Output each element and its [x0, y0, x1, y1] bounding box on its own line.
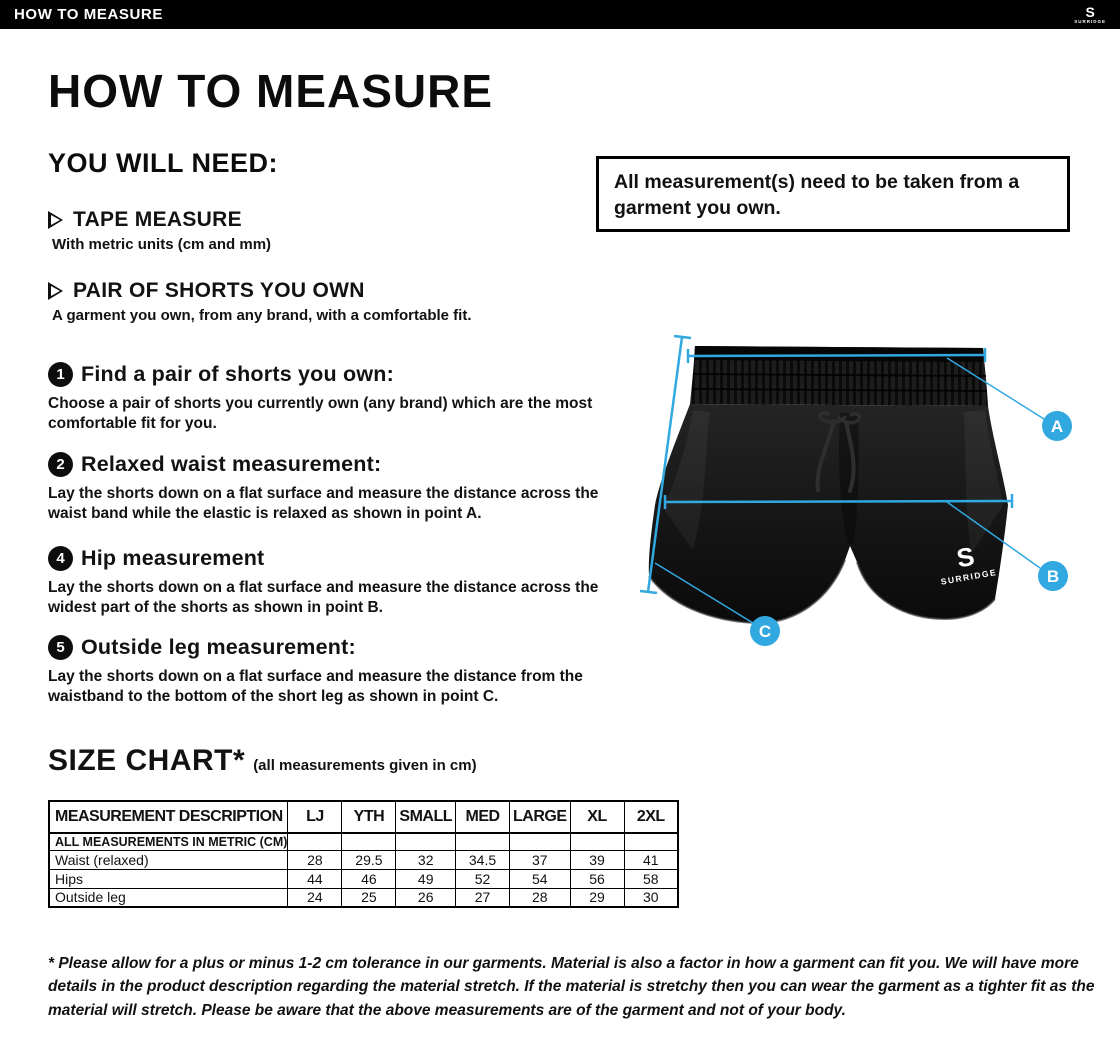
row-label: Hips — [48, 868, 289, 889]
need-desc: With metric units (cm and mm) — [52, 236, 272, 253]
cell: 44 — [287, 868, 343, 889]
step-5: 5 Outside leg measurement: Lay the short… — [48, 635, 648, 707]
step-number-badge: 4 — [48, 546, 73, 571]
step-title: Find a pair of shorts you own: — [81, 362, 394, 386]
need-item-shorts: PAIR OF SHORTS YOU OWN A garment you own… — [48, 279, 471, 324]
step-description: Lay the shorts down on a flat surface an… — [48, 485, 599, 522]
svg-text:A: A — [1051, 417, 1063, 436]
cell: 49 — [395, 868, 457, 889]
cell: 54 — [509, 868, 571, 889]
cell: 27 — [455, 887, 511, 908]
cell: 26 — [395, 887, 457, 908]
column-header: SMALL — [395, 800, 457, 834]
surridge-logo-mark: S — [1085, 3, 1095, 20]
table-row-outside-leg: Outside leg 24 25 26 27 28 29 30 — [48, 887, 679, 908]
step-title: Hip measurement — [81, 546, 265, 570]
tolerance-footnote: * Please allow for a plus or minus 1-2 c… — [48, 955, 1095, 1019]
size-chart-header-row: MEASUREMENT DESCRIPTION LJ YTH SMALL MED… — [48, 800, 679, 834]
need-desc: A garment you own, from any brand, with … — [52, 307, 472, 324]
cell: 25 — [341, 887, 397, 908]
cell: 41 — [623, 849, 679, 870]
column-header: 2XL — [623, 800, 679, 834]
measurement-lines — [639, 334, 1045, 624]
cell: 28 — [287, 849, 343, 870]
cell: 24 — [287, 887, 343, 908]
step-description: Choose a pair of shorts you currently ow… — [48, 395, 593, 432]
top-bar: HOW TO MEASURE S SURRIDGE — [0, 0, 1120, 29]
column-header: XL — [569, 800, 625, 834]
need-title: PAIR OF SHORTS YOU OWN — [73, 279, 365, 302]
svg-text:S: S — [954, 541, 976, 574]
you-will-need-heading: YOU WILL NEED: — [48, 148, 279, 178]
step-description: Lay the shorts down on a flat surface an… — [48, 579, 599, 616]
need-item-tape-measure: TAPE MEASURE With metric units (cm and m… — [48, 208, 271, 253]
cell: 52 — [455, 868, 511, 889]
table-row-hips: Hips 44 46 49 52 54 56 58 — [48, 868, 679, 889]
play-triangle-icon — [48, 211, 63, 229]
cell: 32 — [395, 849, 457, 870]
size-chart-title: SIZE CHART* — [48, 744, 246, 777]
marker-c: C — [750, 616, 780, 646]
step-number-badge: 1 — [48, 362, 73, 387]
step-1: 1 Find a pair of shorts you own: Choose … — [48, 362, 648, 434]
size-chart-table: MEASUREMENT DESCRIPTION LJ YTH SMALL MED… — [48, 800, 680, 908]
page-title: HOW TO MEASURE — [48, 65, 494, 117]
step-4: 4 Hip measurement Lay the shorts down on… — [48, 546, 648, 618]
measurement-note-text: All measurement(s) need to be taken from… — [614, 171, 1020, 220]
step-description: Lay the shorts down on a flat surface an… — [48, 668, 583, 705]
cell: 34.5 — [455, 849, 511, 870]
row-label: Outside leg — [48, 887, 289, 908]
svg-text:B: B — [1047, 567, 1059, 586]
shorts-measurement-diagram: S SURRIDGE A B C — [639, 334, 1072, 646]
cell: 37 — [509, 849, 571, 870]
cell: 29 — [569, 887, 625, 908]
column-header: LARGE — [509, 800, 571, 834]
play-triangle-icon — [48, 282, 63, 300]
svg-text:C: C — [759, 622, 771, 641]
shorts-illustration: S SURRIDGE — [648, 346, 1008, 625]
size-chart-heading: SIZE CHART* (all measurements given in c… — [48, 744, 477, 778]
cell: 30 — [623, 887, 679, 908]
column-header: YTH — [341, 800, 397, 834]
step-title: Relaxed waist measurement: — [81, 452, 382, 476]
cell: 58 — [623, 868, 679, 889]
column-header: LJ — [287, 800, 343, 834]
cell: 39 — [569, 849, 625, 870]
row-label: Waist (relaxed) — [48, 849, 289, 870]
metric-note-row: ALL MEASUREMENTS IN METRIC (CM) — [48, 832, 679, 851]
step-number-badge: 2 — [48, 452, 73, 477]
measurement-note-box: All measurement(s) need to be taken from… — [596, 156, 1070, 232]
marker-a: A — [1042, 411, 1072, 441]
marker-b: B — [1038, 561, 1068, 591]
step-2: 2 Relaxed waist measurement: Lay the sho… — [48, 452, 648, 524]
need-title: TAPE MEASURE — [73, 208, 242, 231]
surridge-logo-wordmark: SURRIDGE — [1074, 18, 1106, 24]
table-row-waist: Waist (relaxed) 28 29.5 32 34.5 37 39 41 — [48, 849, 679, 870]
size-chart-subtitle: (all measurements given in cm) — [253, 757, 477, 774]
column-header: MED — [455, 800, 511, 834]
top-bar-title: HOW TO MEASURE — [14, 6, 163, 23]
cell: 29.5 — [341, 849, 397, 870]
cell: 56 — [569, 868, 625, 889]
cell: 46 — [341, 868, 397, 889]
cell: 28 — [509, 887, 571, 908]
metric-note-cell: ALL MEASUREMENTS IN METRIC (CM) — [48, 832, 289, 851]
surridge-logo: S SURRIDGE — [1074, 5, 1110, 25]
step-title: Outside leg measurement: — [81, 635, 356, 659]
column-header: MEASUREMENT DESCRIPTION — [48, 800, 289, 834]
step-number-badge: 5 — [48, 635, 73, 660]
drawstring — [815, 411, 862, 493]
